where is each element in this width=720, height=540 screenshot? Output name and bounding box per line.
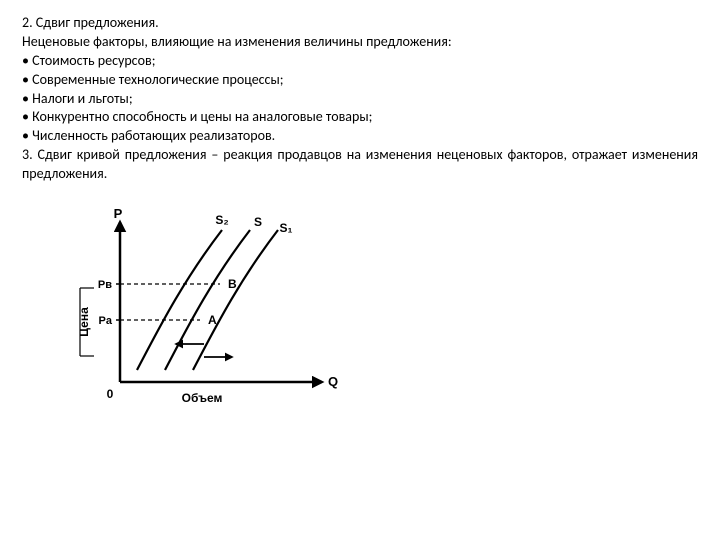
svg-text:0: 0	[107, 387, 114, 401]
svg-text:S₂: S₂	[215, 213, 228, 227]
svg-text:Pa: Pa	[99, 315, 113, 327]
bullet-4: • Численность работающих реализаторов.	[22, 127, 698, 146]
bullet-2: • Налоги и льготы;	[22, 90, 698, 109]
svg-text:P: P	[114, 206, 123, 221]
svg-text:Цена: Цена	[77, 307, 91, 337]
bullet-1: • Современные технологические процессы;	[22, 71, 698, 90]
document-body: 2. Сдвиг предложения. Неценовые факторы,…	[0, 0, 720, 442]
bullet-0: • Стоимость ресурсов;	[22, 52, 698, 71]
svg-text:S₁: S₁	[280, 221, 293, 235]
supply-shift-chart: P Q 0 Цена Объем S₂ S S₁ Pв Pa B A	[72, 202, 698, 428]
svg-text:Объем: Объем	[182, 391, 223, 405]
heading-3: 3. Сдвиг кривой предложения – реакция пр…	[22, 146, 698, 184]
text-block: 2. Сдвиг предложения. Неценовые факторы,…	[22, 14, 698, 184]
svg-text:Q: Q	[328, 374, 338, 389]
heading-2: 2. Сдвиг предложения.	[22, 14, 698, 33]
svg-text:B: B	[228, 277, 237, 291]
svg-text:A: A	[208, 313, 217, 327]
bullet-3: • Конкурентно способность и цены на анал…	[22, 108, 698, 127]
chart-svg: P Q 0 Цена Объем S₂ S S₁ Pв Pa B A	[72, 202, 352, 422]
svg-text:S: S	[254, 215, 262, 229]
svg-text:Pв: Pв	[98, 279, 112, 291]
intro-line: Неценовые факторы, влияющие на изменения…	[22, 33, 698, 52]
